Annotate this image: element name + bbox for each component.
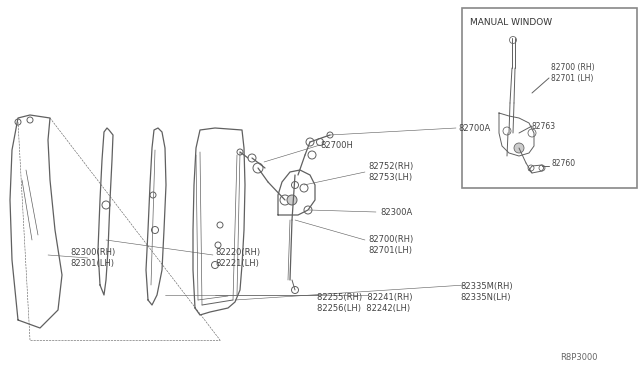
Text: 82752(RH)
82753(LH): 82752(RH) 82753(LH) (368, 162, 413, 182)
Text: R8P3000: R8P3000 (560, 353, 598, 362)
Text: 82255(RH)  82241(RH)
82256(LH)  82242(LH): 82255(RH) 82241(RH) 82256(LH) 82242(LH) (317, 293, 413, 313)
Text: 82700A: 82700A (458, 124, 490, 132)
Text: 82300(RH)
82301(LH): 82300(RH) 82301(LH) (70, 248, 115, 268)
Text: 82335M(RH)
82335N(LH): 82335M(RH) 82335N(LH) (460, 282, 513, 302)
Circle shape (287, 195, 297, 205)
Text: 82760: 82760 (552, 158, 576, 167)
Text: MANUAL WINDOW: MANUAL WINDOW (470, 17, 552, 26)
Text: 82300A: 82300A (380, 208, 412, 217)
Text: 82220(RH)
82221(LH): 82220(RH) 82221(LH) (215, 248, 260, 268)
Circle shape (514, 143, 524, 153)
FancyBboxPatch shape (462, 8, 637, 188)
Text: 82763: 82763 (532, 122, 556, 131)
Text: 82700(RH)
82701(LH): 82700(RH) 82701(LH) (368, 235, 413, 255)
Text: 82700H: 82700H (320, 141, 353, 150)
Text: 82700 (RH)
82701 (LH): 82700 (RH) 82701 (LH) (551, 63, 595, 83)
